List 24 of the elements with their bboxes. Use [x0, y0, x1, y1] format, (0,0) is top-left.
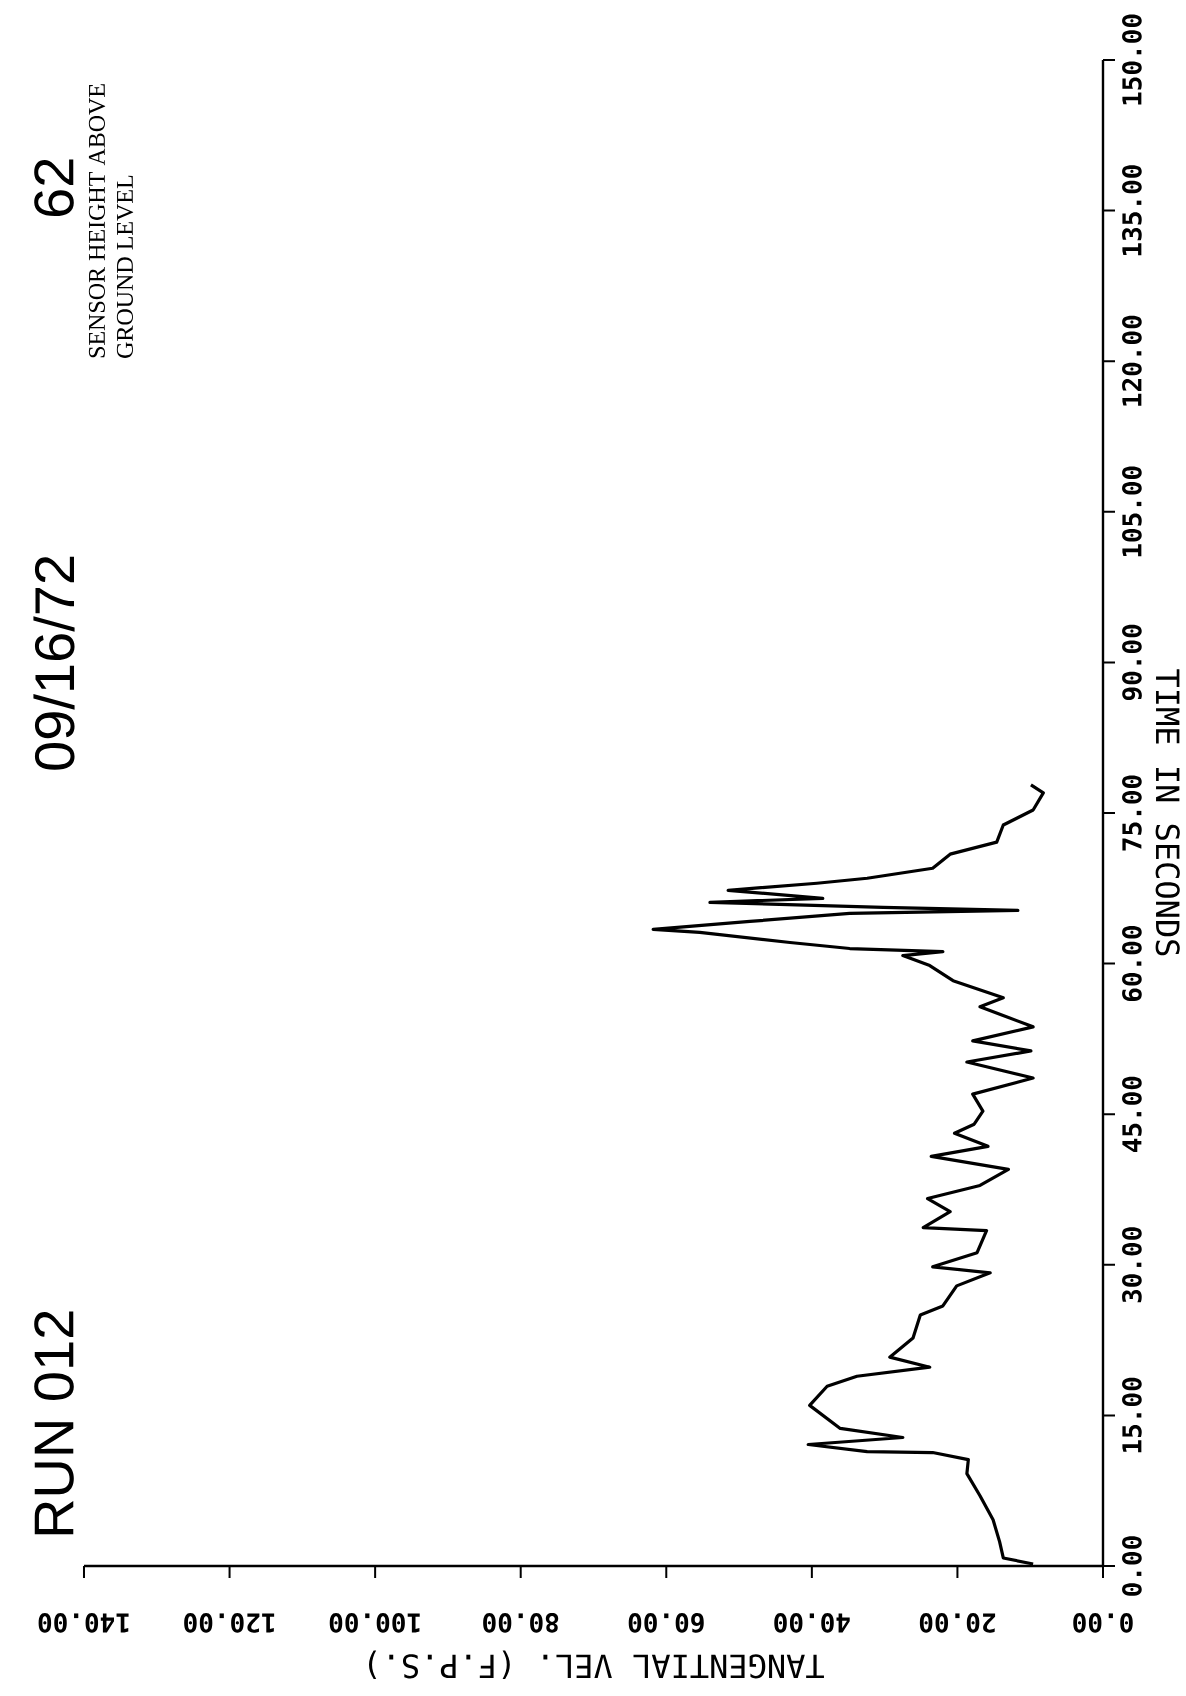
x-axis-title: TANGENTIAL VEL. (F.P.S.) — [368, 1650, 824, 1679]
y-tick-label: 75.00 — [1121, 775, 1142, 851]
x-tick-label: 40.00 — [774, 1613, 850, 1633]
y-tick-label: 120.00 — [1121, 315, 1142, 406]
x-tick-label: 120.00 — [183, 1613, 274, 1633]
y-tick-label: 90.00 — [1121, 624, 1142, 701]
x-tick-label: 60.00 — [628, 1613, 704, 1633]
y-axis-title: TIME IN SECONDS — [1155, 669, 1180, 956]
x-tick-label: 140.00 — [38, 1613, 129, 1633]
y-tick-label: 0.00 — [1121, 1536, 1142, 1596]
y-tick-label: 135.00 — [1121, 165, 1142, 256]
text: RUN 012 — [33, 1311, 74, 1535]
x-tick-label: 100.00 — [329, 1613, 420, 1633]
y-tick-label: 30.00 — [1121, 1227, 1142, 1303]
x-tick-label: 80.00 — [482, 1613, 558, 1633]
text: 62 — [33, 159, 74, 217]
y-tick-label: 15.00 — [1121, 1377, 1142, 1453]
y-tick-label: 45.00 — [1121, 1076, 1142, 1153]
text: 09/16/72 — [33, 556, 75, 770]
x-tick-label: 20.00 — [919, 1613, 995, 1633]
y-tick-label: 60.00 — [1121, 926, 1142, 1002]
y-tick-label: 105.00 — [1121, 466, 1142, 557]
y-tick-label: 150.00 — [1121, 14, 1142, 105]
annotation: SENSOR HEIGHT ABOVE GROUND LEVEL — [88, 84, 133, 358]
